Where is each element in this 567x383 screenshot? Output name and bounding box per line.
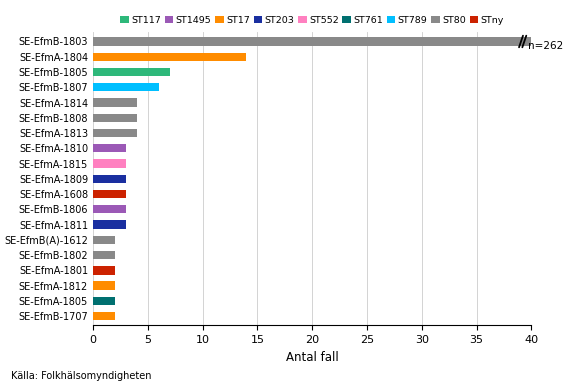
Bar [93,52,247,61]
Bar [93,251,115,259]
Bar [93,144,126,152]
Bar [93,37,531,46]
Bar [93,312,115,320]
Legend: ST117, ST1495, ST17, ST203, ST552, ST761, ST789, ST80, STny: ST117, ST1495, ST17, ST203, ST552, ST761… [120,16,504,25]
Text: n=262: n=262 [527,41,563,51]
Bar [93,68,170,76]
Bar [93,220,126,229]
Bar [93,83,159,92]
Bar [93,205,126,213]
Bar [93,236,115,244]
Bar [93,159,126,168]
Bar [93,190,126,198]
Bar [93,129,137,137]
Bar [93,282,115,290]
Text: Källa: Folkhälsomyndigheten: Källa: Folkhälsomyndigheten [11,371,152,381]
Bar [93,114,137,122]
Bar [93,98,137,107]
Bar [93,296,115,305]
Bar [93,266,115,275]
Bar [93,175,126,183]
X-axis label: Antal fall: Antal fall [286,350,338,363]
